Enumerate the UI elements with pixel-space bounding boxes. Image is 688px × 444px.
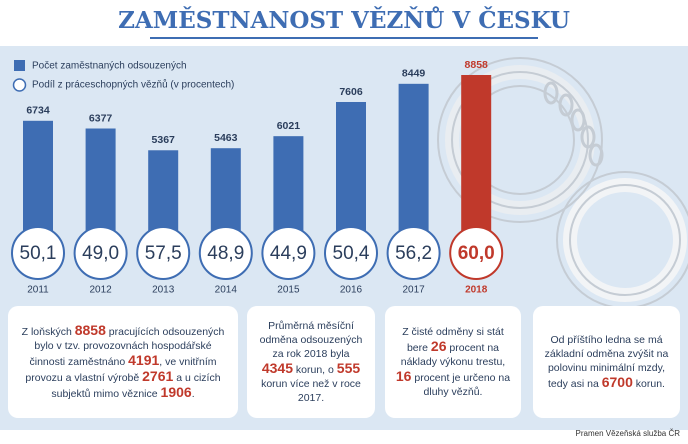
note-text: , ve vnitřním provozu a vlastní výrobě — [25, 356, 217, 384]
x-tick-label: 2017 — [402, 285, 425, 296]
legend-label: Podíl z práceschopných vězňů (v procente… — [32, 79, 234, 91]
note-text: procent je určeno na dluhy vězňů. — [411, 372, 511, 398]
value-label: 5463 — [214, 132, 238, 144]
highlight-number: 4191 — [128, 352, 160, 368]
x-tick-label: 2013 — [152, 285, 175, 296]
share-label: 44,9 — [270, 243, 307, 264]
value-label: 7606 — [339, 86, 363, 98]
note: Z loňských 8858 pracujících odsouzených … — [8, 306, 238, 418]
legend-label: Počet zaměstnaných odsouzených — [32, 61, 187, 72]
note-text: . — [191, 388, 195, 400]
note-text: Od příštího ledna se má základní odměna … — [544, 334, 669, 390]
x-tick-label: 2012 — [89, 285, 112, 296]
note: Průměrná měsíční odměna odsouzených za r… — [247, 306, 375, 418]
share-label: 48,9 — [207, 243, 244, 264]
note-text: korun více než v roce 2017. — [261, 378, 361, 404]
note-text: Z čisté odměny si stát bere — [402, 326, 504, 354]
x-tick-label: 2014 — [215, 285, 238, 296]
note-text: a u cizích subjektů mimo věznice — [51, 372, 221, 400]
value-label: 6377 — [89, 112, 113, 124]
note: Z čisté odměny si stát bere 26 procent n… — [385, 306, 521, 418]
value-label: 6734 — [26, 105, 50, 117]
share-circle — [324, 226, 378, 280]
share-circle — [73, 226, 128, 280]
note-text: Průměrná měsíční odměna odsouzených za r… — [259, 320, 363, 360]
note-text: procent na náklady výkonu trestu, — [400, 342, 506, 368]
x-tick-label: 2015 — [277, 285, 300, 296]
highlight-number: 6700 — [601, 374, 633, 390]
share-label: 50,1 — [20, 243, 57, 264]
share-circle — [386, 226, 441, 280]
share-label: 56,2 — [395, 243, 432, 264]
value-label: 6021 — [277, 120, 301, 132]
share-circle — [449, 226, 504, 280]
share-label: 60,0 — [458, 243, 495, 264]
handcuffs — [437, 57, 688, 309]
note: Od příštího ledna se má základní odměna … — [533, 306, 680, 418]
highlight-number: 555 — [336, 360, 361, 376]
highlight-number: 4345 — [261, 360, 293, 376]
x-tick-label: 2018 — [465, 285, 488, 296]
highlight-number: 8858 — [74, 322, 106, 338]
x-tick-label: 2016 — [340, 285, 363, 296]
x-tick-label: 2011 — [27, 285, 49, 296]
highlight-number: 26 — [430, 338, 447, 354]
share-circle — [136, 226, 191, 280]
share-label: 57,5 — [145, 243, 182, 264]
highlight-number: 16 — [395, 368, 412, 384]
value-label: 8449 — [402, 68, 426, 80]
share-label: 50,4 — [333, 243, 370, 264]
share-circle — [261, 226, 316, 280]
source: Pramen Vězeňská služba ČR — [575, 429, 681, 438]
note-text: Z loňských — [21, 326, 75, 338]
legend-swatch — [14, 60, 25, 71]
note-text: korun, o — [293, 364, 337, 376]
legend-swatch — [12, 78, 27, 92]
note-text: korun. — [632, 378, 665, 390]
value-label: 5367 — [152, 134, 176, 146]
share-label: 49,0 — [82, 243, 119, 264]
value-label: 8858 — [465, 59, 489, 71]
share-circle — [198, 226, 253, 280]
highlight-number: 2761 — [142, 368, 174, 384]
share-circle — [11, 226, 65, 280]
note-text: pracujících odsouzených bylo v tzv. prov… — [29, 326, 225, 368]
highlight-number: 1906 — [160, 384, 192, 400]
chart-title: ZAMĚSTNANOST VĚZŇŮ V ČESKU — [118, 7, 570, 34]
